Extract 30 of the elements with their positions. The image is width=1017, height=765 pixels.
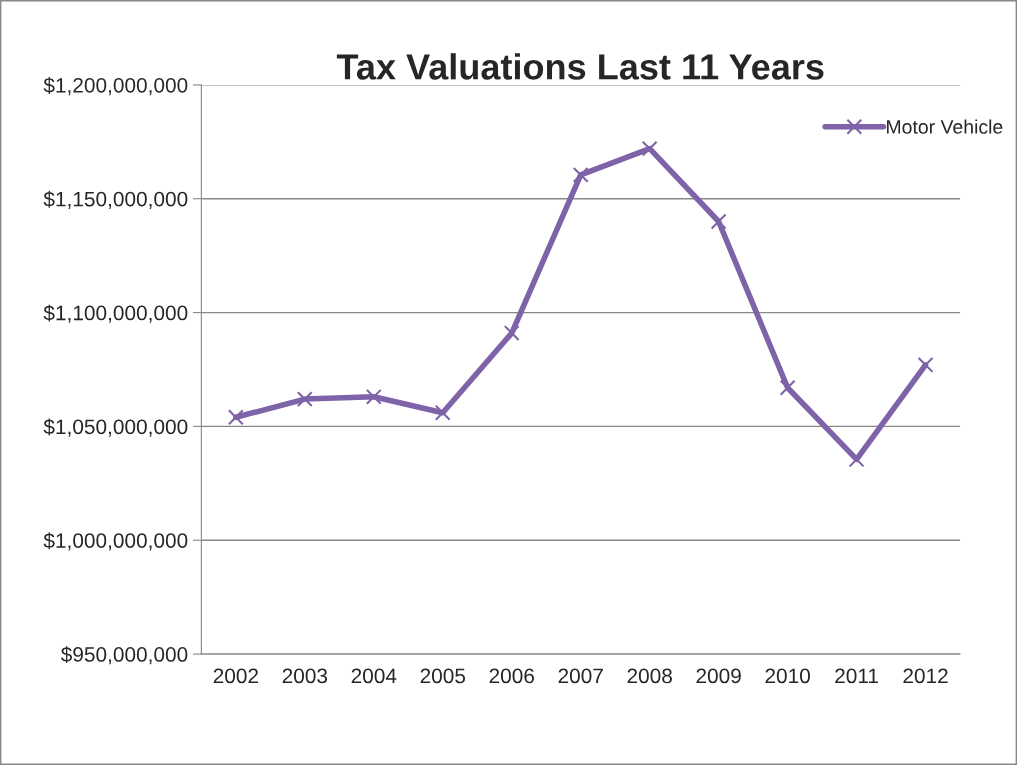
y-tick-label: $1,100,000,000 <box>43 304 188 323</box>
point <box>779 379 796 396</box>
x-tick-label: 2011 <box>835 668 878 684</box>
y-tick-label: $1,150,000,000 <box>43 190 188 209</box>
x-tick-label: 2004 <box>351 668 397 684</box>
point <box>572 166 589 183</box>
x-tick-label: 2002 <box>213 668 258 684</box>
y-tick-label: $950,000,000 <box>60 646 188 665</box>
chart-title: Tax Valuations Last 11 Years <box>336 53 824 80</box>
x-tick-label: 2008 <box>627 668 672 684</box>
point <box>848 451 865 468</box>
point <box>503 325 520 342</box>
point <box>710 213 727 230</box>
y-tick-label: $1,200,000,000 <box>43 77 188 96</box>
point <box>434 404 451 421</box>
y-tick-label: $1,000,000,000 <box>43 532 188 551</box>
x-tick-label: 2010 <box>765 668 810 684</box>
point <box>227 409 244 426</box>
y-tick-label: $1,050,000,000 <box>43 418 188 437</box>
x-tick-label: 2009 <box>696 668 741 684</box>
x-tick-label: 2007 <box>558 668 603 684</box>
x-tick-label: 2012 <box>903 668 948 684</box>
point <box>296 391 313 408</box>
point <box>641 140 658 157</box>
x-tick-label: 2003 <box>282 668 328 684</box>
legend-label: Motor Vehicle <box>887 119 1003 134</box>
point <box>917 356 934 373</box>
x-tick-label: 2005 <box>420 668 466 684</box>
x-tick-label: 2006 <box>489 668 534 684</box>
point <box>365 388 382 405</box>
